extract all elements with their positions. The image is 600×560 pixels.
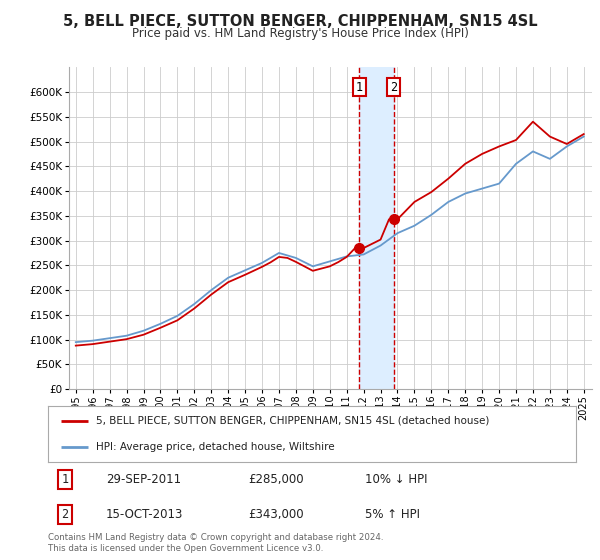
Text: 1: 1 [356, 81, 363, 94]
Text: Contains HM Land Registry data © Crown copyright and database right 2024.
This d: Contains HM Land Registry data © Crown c… [48, 533, 383, 553]
Text: 29-SEP-2011: 29-SEP-2011 [106, 473, 181, 486]
Bar [359, 67, 394, 389]
Text: 15-OCT-2013: 15-OCT-2013 [106, 508, 184, 521]
Text: £285,000: £285,000 [248, 473, 304, 486]
Text: 10% ↓ HPI: 10% ↓ HPI [365, 473, 427, 486]
Text: 2: 2 [61, 508, 68, 521]
Text: 5, BELL PIECE, SUTTON BENGER, CHIPPENHAM, SN15 4SL (detached house): 5, BELL PIECE, SUTTON BENGER, CHIPPENHAM… [95, 416, 489, 426]
Text: 5% ↑ HPI: 5% ↑ HPI [365, 508, 420, 521]
Text: 1: 1 [61, 473, 68, 486]
Text: 2: 2 [391, 81, 397, 94]
Text: £343,000: £343,000 [248, 508, 304, 521]
Text: 5, BELL PIECE, SUTTON BENGER, CHIPPENHAM, SN15 4SL: 5, BELL PIECE, SUTTON BENGER, CHIPPENHAM… [62, 14, 538, 29]
Text: Price paid vs. HM Land Registry's House Price Index (HPI): Price paid vs. HM Land Registry's House … [131, 27, 469, 40]
Text: HPI: Average price, detached house, Wiltshire: HPI: Average price, detached house, Wilt… [95, 442, 334, 452]
